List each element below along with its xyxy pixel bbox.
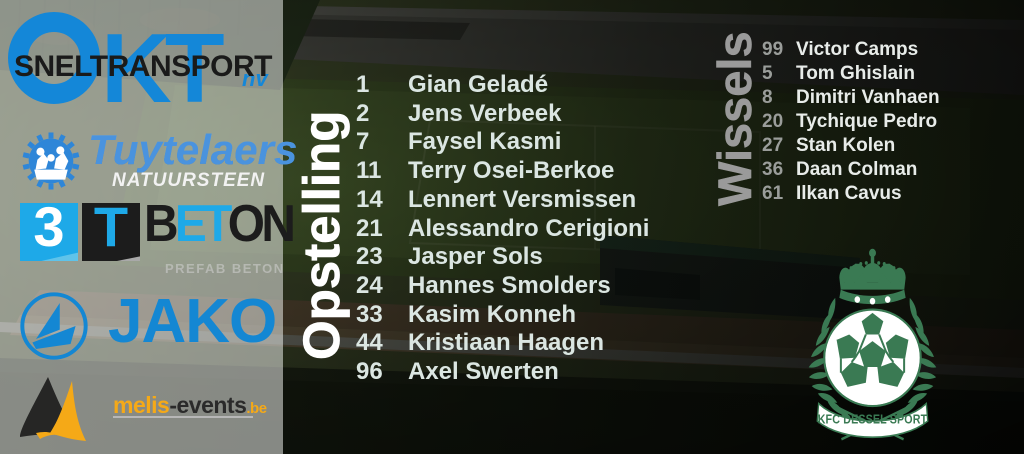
svg-text:KFC DESSEL SPORT: KFC DESSEL SPORT <box>818 412 928 427</box>
